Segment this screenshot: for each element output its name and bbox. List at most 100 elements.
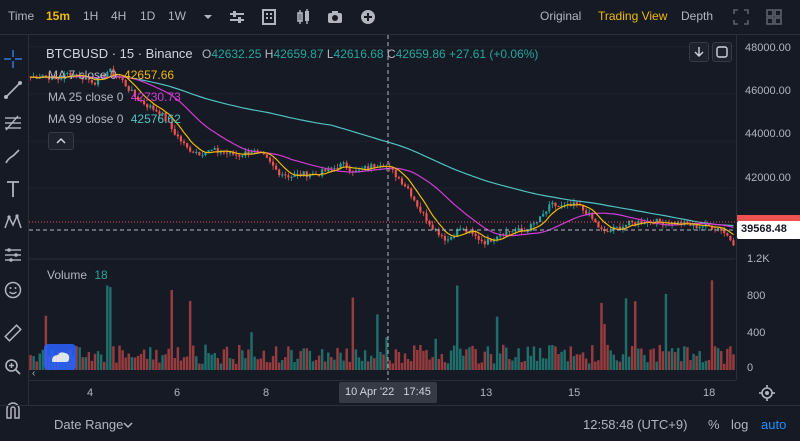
volume-bar [477,363,480,370]
interval-4h[interactable]: 4H [111,9,127,23]
price-chart[interactable] [29,35,735,380]
interval-time[interactable]: Time [8,9,35,23]
volume-bar [707,359,711,370]
volume-bar [541,358,545,370]
volume-bar [225,346,229,370]
volume-bar [419,345,422,370]
volume-bar [351,297,355,370]
candle-body [293,174,296,178]
plus-circle-icon[interactable] [359,8,377,26]
volume-bar [213,353,216,370]
candle-body [698,226,701,228]
candle-body [66,72,69,74]
clock[interactable]: 12:58:48 (UTC+9) [583,417,688,432]
zoom-in-icon[interactable] [3,357,23,377]
volume-bar [726,348,729,370]
pattern-tool-icon[interactable] [3,212,23,232]
volume-bar [514,357,517,370]
candle-body [275,165,278,170]
view-original[interactable]: Original [540,9,582,23]
scroll-to-end-button[interactable] [689,42,709,62]
grid-layout-icon[interactable] [765,8,783,26]
ma25-legend[interactable]: MA 25 close 0 42730.73 [48,90,181,104]
volume-bar [231,359,235,370]
candle-body [186,143,189,148]
candle-body [520,228,523,231]
candle-body [235,154,238,156]
candle-body [228,151,232,154]
candle-indicator-icon[interactable] [294,8,312,26]
volume-bar [462,355,465,370]
volume-bar [701,362,704,370]
brush-icon[interactable] [3,146,23,166]
trend-line-icon[interactable] [3,80,23,100]
ma99-legend[interactable]: MA 99 close 0 42576.62 [48,112,181,126]
price-axis[interactable]: 48000.00 46000.00 44000.00 42000.00 3956… [736,35,800,380]
candle-body [400,178,404,185]
volume-tick: 400 [747,327,766,339]
candle-body [87,78,90,80]
forecast-tool-icon[interactable] [3,245,23,265]
interval-1w[interactable]: 1W [168,9,186,23]
volume-bar [591,345,594,370]
gear-icon[interactable] [758,384,776,402]
ruler-icon[interactable] [3,323,23,343]
candle-body [618,226,621,230]
volume-bar [655,361,658,370]
interval-1d[interactable]: 1D [140,9,156,23]
tradingview-logo[interactable] [44,344,76,370]
ma7-legend[interactable]: MA 7 close 0 42657.66 [48,68,174,82]
candle-body [339,163,342,169]
text-tool-icon[interactable] [3,179,23,199]
view-depth[interactable]: Depth [681,9,714,23]
chevron-down-icon[interactable] [122,420,134,430]
volume-tick: 0 [747,362,754,374]
volume-bar [333,359,336,370]
fullscreen-icon[interactable] [732,8,750,26]
candle-body [477,235,480,240]
volume-bar [158,362,161,370]
volume-bar [511,360,514,370]
auto-toggle[interactable]: auto [761,417,787,432]
fib-tool-icon[interactable] [3,113,23,133]
candle-body [336,167,339,169]
crosshair-time-badge: 10 Apr '22 17:45 [339,382,437,403]
volume-bar [244,358,247,370]
volume-bar [78,347,81,370]
time-tick: 13 [480,387,493,399]
percent-toggle[interactable]: % [708,417,720,432]
building-icon[interactable] [260,8,278,26]
crosshair-icon[interactable] [3,49,23,69]
volume-bar [385,337,388,370]
interval-1h[interactable]: 1H [83,9,99,23]
log-toggle[interactable]: log [731,417,749,432]
candle-body [222,152,225,154]
volume-bar [425,349,428,370]
volume-bar [336,347,339,370]
reset-chart-button[interactable] [712,42,732,62]
candle-body [459,228,462,230]
candle-body [124,79,127,87]
volume-bar [449,350,453,370]
volume-bar [176,347,180,370]
volume-bar [544,358,548,370]
cloud-icon [52,352,70,362]
date-range-button[interactable]: Date Range [54,417,124,432]
view-trading-view[interactable]: Trading View [598,9,668,23]
volume-bar [139,353,143,370]
chevron-down-icon[interactable] [199,8,217,26]
volume-bar [587,363,591,370]
time-axis[interactable]: 4 6 8 13 15 18 10 Apr '22 17:45 [29,380,736,405]
volume-bar [284,357,287,370]
candle-body [670,222,674,226]
volume-bar [370,355,373,370]
candle-body [44,75,47,77]
camera-icon[interactable] [326,8,344,26]
smiley-icon[interactable] [3,280,23,300]
volume-bar [686,347,689,370]
collapse-legend-button[interactable] [48,132,74,150]
settings-sliders-icon[interactable] [228,8,246,26]
ma99-line [30,75,734,227]
scroll-left-icon[interactable]: ‹ [32,368,36,379]
interval-15m[interactable]: 15m [46,9,71,23]
